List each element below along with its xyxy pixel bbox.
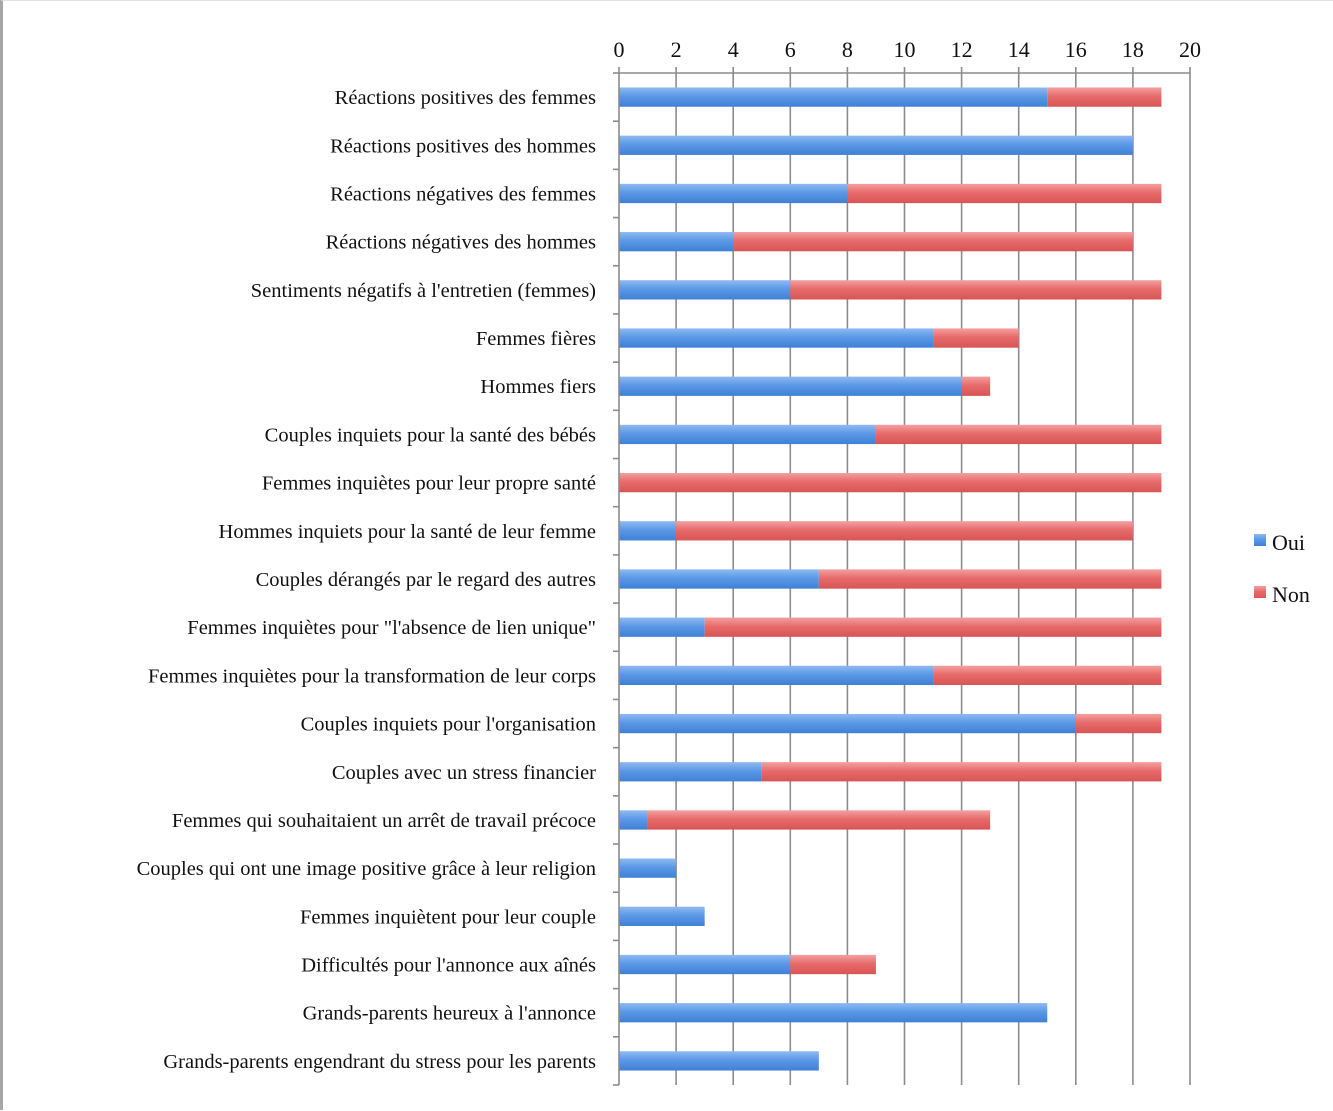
bar-oui (619, 762, 762, 782)
bar-oui (619, 232, 734, 252)
category-labels: Réactions positives des femmes Réactions … (137, 87, 597, 1073)
bar-oui (619, 135, 1133, 155)
bar-non (961, 376, 991, 396)
bar-oui (619, 906, 705, 926)
bar-oui (619, 713, 1076, 734)
bar-non (647, 810, 991, 830)
category-label: Réactions positives des hommes (330, 135, 596, 157)
x-tick-label: 8 (842, 37, 853, 62)
category-label: Femmes inquiètes pour leur propre santé (262, 473, 596, 495)
x-tick-label: 18 (1122, 37, 1144, 62)
bar-oui (619, 521, 677, 541)
category-label: Hommes inquiets pour la santé de leur fe… (219, 521, 596, 543)
legend-label-non: Non (1272, 582, 1310, 607)
bar-non (619, 472, 1162, 493)
category-label: Réactions négatives des femmes (330, 183, 596, 205)
category-label: Couples inquiets pour la santé des bébés (265, 424, 596, 446)
bar-oui (619, 569, 819, 589)
category-label: Couples inquiets pour l'organisation (301, 714, 596, 736)
category-label: Réactions négatives des hommes (326, 232, 596, 254)
bar-non (761, 762, 1162, 782)
bar-non (704, 617, 1162, 637)
category-label: Grands-parents heureux à l'annonce (303, 1003, 596, 1025)
bar-oui (619, 858, 677, 878)
x-tick-label: 6 (785, 37, 796, 62)
category-label: Femmes inquiètes pour la transformation … (148, 665, 596, 687)
legend-label-oui: Oui (1272, 530, 1305, 555)
category-label: Femmes inquiètes pour "l'absence de lien… (187, 617, 596, 639)
legend: Oui Non (1254, 530, 1310, 607)
category-label: Sentiments négatifs à l'entretien (femme… (251, 280, 596, 302)
bar-non (676, 521, 1133, 541)
bar-oui (619, 954, 791, 975)
bar-non (733, 232, 1133, 252)
category-label: Couples qui ont une image positive grâce… (137, 858, 596, 880)
bar-non (933, 328, 1019, 348)
bar-non (818, 569, 1162, 589)
x-tick-label: 12 (951, 37, 973, 62)
bar-non (933, 665, 1162, 686)
bar-non (875, 424, 1162, 445)
axes (613, 67, 1191, 1086)
bar-oui (619, 183, 848, 204)
x-tick-label: 4 (728, 37, 739, 62)
category-label: Couples dérangés par le regard des autre… (256, 569, 596, 591)
legend-swatch-non (1254, 586, 1266, 598)
category-label: Femmes qui souhaitaient un arrêt de trav… (172, 810, 596, 832)
bar-oui (619, 280, 791, 300)
category-label: Femmes fières (476, 328, 596, 350)
bar-non (790, 280, 1162, 300)
bar-oui (619, 424, 876, 445)
bar-non (1047, 87, 1162, 107)
x-tick-label: 2 (671, 37, 682, 62)
x-tick-label: 10 (894, 37, 916, 62)
bar-non (1075, 713, 1162, 734)
category-label: Réactions positives des femmes (335, 87, 596, 109)
x-tick-label: 16 (1065, 37, 1087, 62)
category-label: Difficultés pour l'annonce aux aînés (301, 955, 596, 977)
bar-oui (619, 1051, 819, 1071)
stacked-bar-chart: 0 2 4 6 8 10 12 14 16 18 20 Réactions positives de… (137, 37, 1310, 1086)
x-tick-label: 20 (1179, 37, 1201, 62)
bar-non (790, 954, 876, 975)
category-label: Hommes fiers (480, 376, 596, 398)
category-label: Grands-parents engendrant du stress pour… (163, 1051, 596, 1073)
bar-oui (619, 617, 705, 637)
category-label: Femmes inquiètent pour leur couple (300, 906, 596, 928)
bar-oui (619, 810, 648, 830)
bar-oui (619, 328, 934, 348)
x-tick-label: 0 (614, 37, 625, 62)
bar-oui (619, 665, 934, 686)
bars (619, 87, 1162, 1071)
bar-oui (619, 87, 1048, 107)
bar-oui (619, 376, 962, 396)
bar-oui (619, 1003, 1048, 1023)
bar-non (847, 183, 1162, 204)
category-label: Couples avec un stress financier (332, 762, 596, 784)
x-tick-label: 14 (1008, 37, 1030, 62)
legend-swatch-oui (1254, 534, 1266, 546)
x-tick-labels: 0 2 4 6 8 10 12 14 16 18 20 (614, 37, 1202, 62)
